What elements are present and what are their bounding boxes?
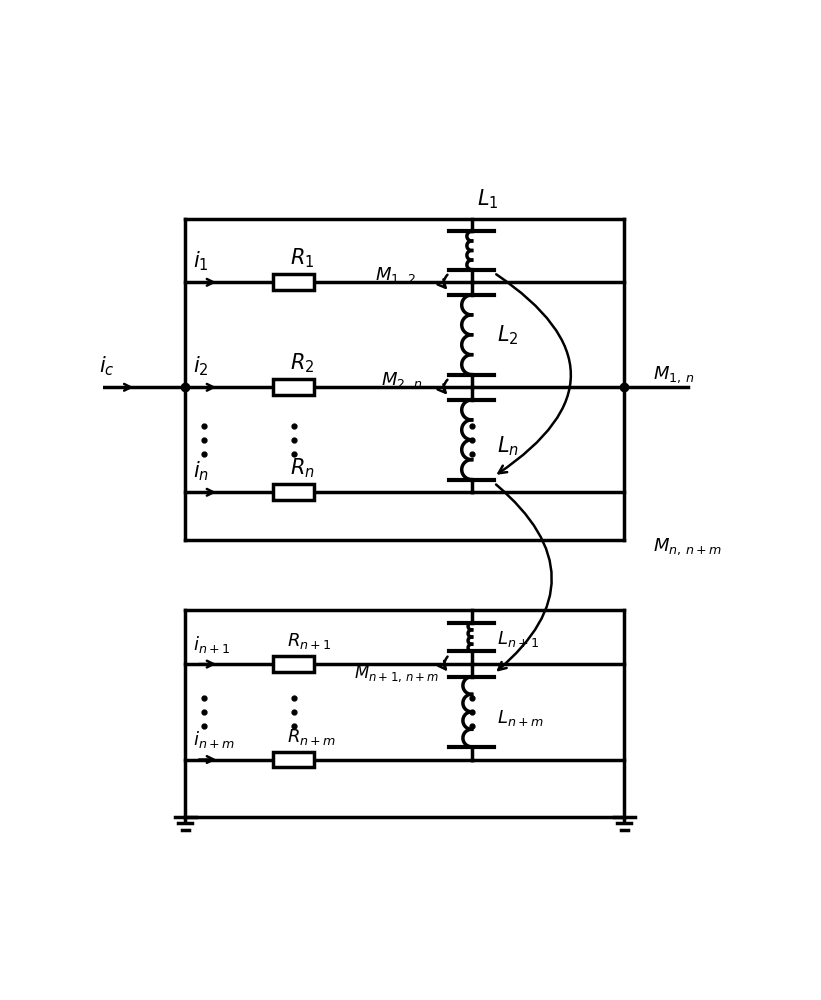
- Text: $R_{n+m}$: $R_{n+m}$: [287, 727, 337, 747]
- Text: $L_n$: $L_n$: [498, 434, 519, 458]
- FancyArrowPatch shape: [438, 275, 447, 288]
- Text: $i_1$: $i_1$: [193, 249, 209, 273]
- Bar: [273, 752, 314, 767]
- Text: $M_{1,\,2}$: $M_{1,\,2}$: [375, 266, 415, 286]
- Text: $M_{n+1,\,n+m}$: $M_{n+1,\,n+m}$: [355, 663, 440, 684]
- Text: $L_2$: $L_2$: [498, 323, 519, 347]
- Text: $R_1$: $R_1$: [291, 246, 314, 270]
- Text: $L_1$: $L_1$: [477, 187, 498, 211]
- Text: $R_n$: $R_n$: [291, 456, 315, 480]
- Bar: [273, 274, 314, 290]
- Text: $R_2$: $R_2$: [291, 351, 314, 375]
- Text: $i_n$: $i_n$: [193, 459, 209, 483]
- Text: $L_{n+m}$: $L_{n+m}$: [498, 708, 544, 728]
- FancyArrowPatch shape: [438, 380, 447, 393]
- Text: $i_2$: $i_2$: [193, 354, 209, 378]
- FancyArrowPatch shape: [496, 274, 571, 473]
- Text: $L_{n+1}$: $L_{n+1}$: [498, 629, 539, 649]
- Bar: [273, 379, 314, 395]
- Text: $M_{n,\,n+m}$: $M_{n,\,n+m}$: [653, 536, 722, 557]
- Text: $i_c$: $i_c$: [99, 354, 115, 378]
- Text: $M_{2,\,n}$: $M_{2,\,n}$: [381, 371, 422, 391]
- Text: $M_{1,\,n}$: $M_{1,\,n}$: [653, 364, 695, 385]
- Bar: [273, 656, 314, 672]
- FancyArrowPatch shape: [438, 657, 447, 669]
- Text: $i_{n+m}$: $i_{n+m}$: [193, 729, 235, 750]
- Text: $R_{n+1}$: $R_{n+1}$: [287, 631, 332, 651]
- FancyArrowPatch shape: [496, 485, 552, 670]
- Text: $i_{n+1}$: $i_{n+1}$: [193, 634, 231, 655]
- Bar: [273, 484, 314, 500]
